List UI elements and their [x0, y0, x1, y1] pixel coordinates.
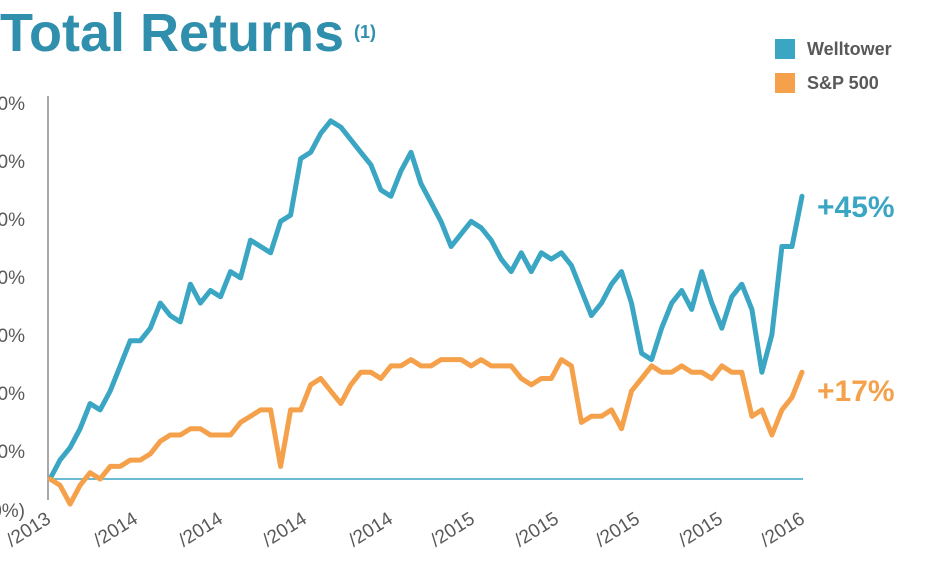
y-tick-label: 0% — [0, 152, 25, 173]
x-axis: /2013/2014/2014/2014/2014/2015/2015/2015… — [3, 508, 808, 551]
x-tick-label: /2015 — [427, 508, 478, 551]
y-tick-label: 0% — [0, 442, 25, 463]
y-tick-label: 0% — [0, 384, 25, 405]
y-axis: 0% 0% 0% 0% 0% 0% 0% 0%) — [0, 94, 49, 522]
welltower-end-label: +45% — [817, 191, 895, 224]
legend: Welltower S&P 500 — [775, 32, 892, 100]
y-tick-label: 0%) — [0, 501, 25, 522]
welltower-line — [47, 118, 805, 482]
x-tick-label: /2016 — [757, 508, 808, 551]
x-tick-label: /2015 — [511, 508, 562, 551]
title-footnote: (1) — [354, 22, 377, 42]
chart-title-text: Total Returns — [0, 3, 345, 63]
x-tick-label: /2014 — [90, 508, 142, 551]
y-tick-label: 0% — [0, 268, 25, 289]
x-tick-label: /2015 — [675, 508, 726, 551]
series-group — [47, 118, 805, 507]
sp500-line — [47, 357, 805, 507]
legend-item-welltower: Welltower — [775, 32, 892, 66]
x-tick-label: /2014 — [259, 508, 311, 551]
legend-item-sp500: S&P 500 — [775, 66, 892, 100]
x-tick-label: /2014 — [175, 508, 227, 551]
end-labels: +45% +17% — [817, 191, 895, 408]
x-tick-label: /2014 — [345, 508, 397, 551]
legend-label-sp500: S&P 500 — [807, 72, 879, 93]
legend-swatch-sp500 — [775, 73, 795, 93]
y-tick-label: 0% — [0, 210, 25, 231]
y-tick-label: 0% — [0, 326, 25, 347]
chart-title: Total Returns (1) — [0, 2, 376, 64]
sp500-end-label: +17% — [817, 375, 895, 408]
y-tick-label: 0% — [0, 94, 25, 115]
legend-swatch-welltower — [775, 39, 795, 59]
x-tick-label: /2015 — [592, 508, 643, 551]
legend-label-welltower: Welltower — [807, 38, 892, 59]
